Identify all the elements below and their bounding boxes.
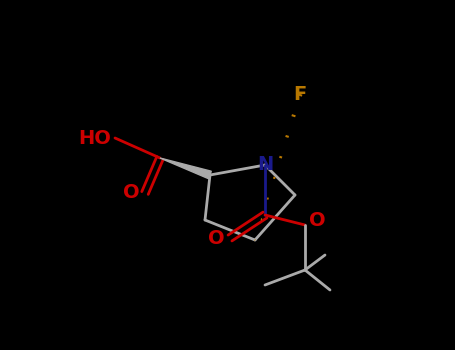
- Polygon shape: [160, 158, 211, 179]
- Text: O: O: [123, 183, 139, 203]
- Text: O: O: [308, 210, 325, 230]
- Text: N: N: [257, 155, 273, 175]
- Text: HO: HO: [79, 128, 111, 147]
- Text: F: F: [293, 85, 307, 105]
- Text: O: O: [207, 229, 224, 247]
